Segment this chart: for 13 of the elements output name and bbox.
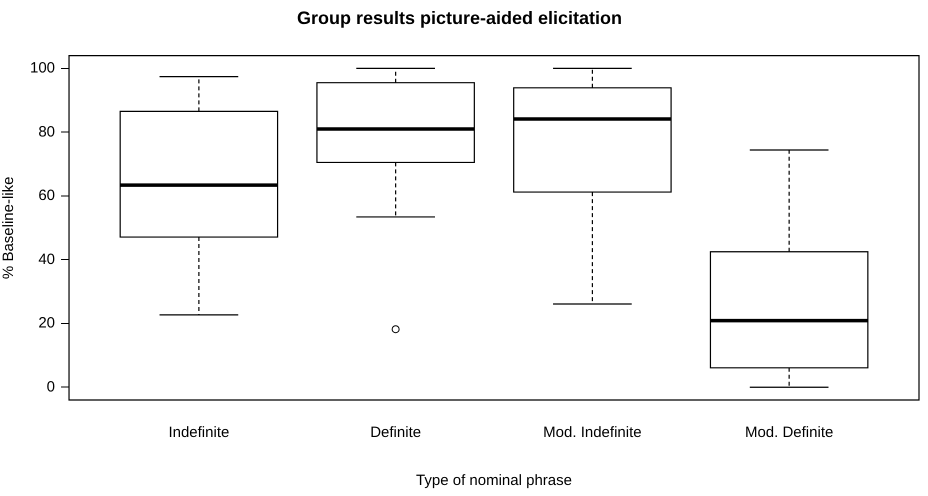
y-tick-label: 0 [46,378,56,396]
y-tick-label: 80 [38,123,56,140]
y-axis-title: % Baseline-like [0,176,18,280]
chart-title: Group results picture-aided elicitation [296,8,622,28]
x-tick-label: Mod. Indefinite [543,424,642,442]
x-tick-label: Indefinite [168,424,230,442]
y-tick-label: 100 [30,59,56,76]
x-tick-label: Definite [370,424,422,442]
y-tick-label: 20 [38,314,56,332]
x-axis-title: Type of nominal phrase [416,472,572,490]
y-tick-label: 60 [38,187,56,204]
y-tick-label: 40 [38,250,56,268]
x-tick-label: Mod. Definite [744,424,834,442]
